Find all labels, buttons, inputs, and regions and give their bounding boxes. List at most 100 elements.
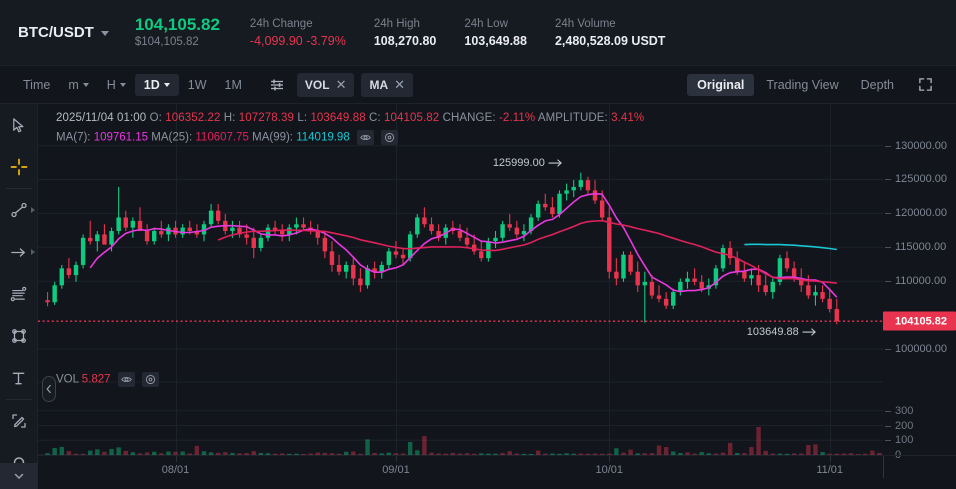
price-axis-tick: [885, 145, 891, 147]
candlestick-canvas[interactable]: [38, 104, 883, 489]
indicator-chip-group: VOL ✕ MA ✕: [290, 72, 414, 97]
volume-legend: VOL 5.827: [56, 372, 159, 387]
ohlc-legend: 2025/11/04 01:00 O: 106352.22 H: 107278.…: [56, 112, 644, 124]
time-label: Time: [23, 77, 51, 92]
view-tab-depth[interactable]: Depth: [860, 77, 894, 92]
view-tab-group: Original Trading View Depth: [687, 73, 904, 96]
time-axis-tick: [609, 456, 610, 462]
price-axis-label: 100000.00: [895, 343, 947, 356]
period-high-value: 125999.00: [492, 156, 545, 169]
legend-change-label: CHANGE:: [442, 112, 496, 124]
legend-amplitude-label: AMPLITUDE:: [537, 112, 608, 124]
price-axis-tick: [885, 349, 891, 351]
drawing-tools-rail: [0, 104, 38, 489]
fullscreen-icon[interactable]: [912, 73, 938, 97]
eye-icon[interactable]: [356, 130, 374, 145]
interval-label: H: [106, 77, 116, 92]
market-stat: 24h Change -4,099.90 -3.79%: [250, 15, 346, 50]
trendline-tool[interactable]: [0, 189, 38, 231]
crosshair-tool[interactable]: [0, 146, 38, 188]
market-stat-value: 103,649.88: [464, 34, 527, 48]
chart-plot-area[interactable]: [38, 104, 883, 489]
indicator-chip-vol[interactable]: VOL ✕: [296, 72, 355, 97]
symbol-selector[interactable]: BTC/USDT: [18, 24, 109, 41]
interval-m[interactable]: m: [59, 74, 97, 96]
interval-label: 1D: [143, 77, 160, 92]
settings-icon[interactable]: [381, 130, 399, 145]
volume-axis-tick: [885, 410, 891, 412]
chevron-down-icon: [100, 31, 109, 36]
market-stat: 24h High 108,270.80: [374, 15, 437, 50]
interval-H[interactable]: H: [98, 74, 135, 96]
chart-container[interactable]: 2025/11/04 01:00 O: 106352.22 H: 107278.…: [38, 104, 956, 489]
volume-axis-label: 200: [895, 419, 914, 432]
shape-tool[interactable]: [0, 315, 38, 357]
legend-close-label: C:: [369, 112, 381, 124]
interval-1D[interactable]: 1D: [134, 73, 179, 96]
view-tab-original[interactable]: Original: [687, 73, 755, 96]
ma99-value: 114019.98: [296, 131, 350, 144]
text-tool[interactable]: [0, 357, 38, 399]
volume-axis-label: 100: [895, 434, 914, 447]
magnet-tool[interactable]: [0, 442, 38, 484]
market-stat-label: 24h High: [373, 18, 420, 30]
legend-open-value: 106352.22: [165, 112, 221, 124]
chart-toolbar: Time m H 1D 1W 1M VOL ✕ MA ✕ Original Trading Vi…: [0, 66, 956, 104]
ma-legend: MA(7): 109761.15 MA(25): 110607.75 MA(99…: [56, 130, 399, 145]
legend-high-label: H:: [223, 112, 236, 124]
rail-divider: [5, 188, 32, 189]
volume-settings-icon[interactable]: [141, 372, 159, 387]
interval-label: 1W: [187, 77, 207, 92]
price-axis-label: 110000.00: [895, 275, 947, 288]
volume-axis-tick: [885, 440, 891, 442]
last-price: 104,105.82: [134, 15, 220, 34]
sliders-icon[interactable]: [264, 73, 290, 97]
view-tab-trading-view[interactable]: Trading View: [766, 77, 839, 92]
fibonacci-tool[interactable]: [0, 273, 38, 315]
period-low-annotation: 103649.88: [747, 326, 817, 338]
price-axis[interactable]: 130000.00 125000.00 120000.00 115000.00 1100…: [883, 104, 956, 489]
market-stat: 24h Volume 2,480,528.09 USDT: [555, 15, 666, 50]
time-axis-label: 10/01: [595, 464, 624, 476]
indicator-chip-ma[interactable]: MA ✕: [361, 72, 414, 97]
volume-label: VOL: [56, 373, 79, 386]
close-icon[interactable]: ✕: [335, 76, 347, 92]
legend-change-value: -2.11%: [498, 112, 536, 124]
time-axis[interactable]: 08/01 09/01 10/01 11/01: [38, 455, 956, 489]
legend-low-label: L:: [297, 112, 308, 124]
legend-low-value: 103649.88: [310, 112, 366, 124]
cursor-tool[interactable]: [0, 104, 38, 146]
indicator-chip-label: VOL: [304, 77, 330, 92]
last-price-block: 104,105.82 $104,105.82: [135, 15, 220, 50]
panel-collapse-handle[interactable]: [42, 376, 56, 402]
chevron-down-icon: [163, 82, 170, 87]
ma7-label: MA(7):: [56, 131, 91, 144]
arrow-right-icon: [802, 328, 816, 336]
market-stats: 24h Change -4,099.90 -3.79% 24h High 108,27…: [250, 15, 694, 50]
volume-axis-label: 300: [895, 404, 914, 417]
arrow-tool[interactable]: [0, 231, 38, 273]
ma25-value: 110607.75: [195, 131, 249, 144]
market-header: BTC/USDT 104,105.82 $104,105.82 24h Chan…: [0, 0, 956, 66]
interval-1W[interactable]: 1W: [179, 74, 216, 96]
last-price-usd: $104,105.82: [134, 36, 199, 48]
interval-1M[interactable]: 1M: [216, 74, 251, 96]
market-stat-label: 24h Low: [464, 18, 508, 30]
period-low-value: 103649.88: [746, 326, 799, 339]
volume-eye-icon[interactable]: [117, 372, 135, 387]
current-price-badge[interactable]: 104105.82: [883, 311, 956, 331]
rail-collapse-button[interactable]: [0, 463, 38, 489]
interval-label: m: [68, 77, 79, 92]
market-stat-value: 2,480,528.09 USDT: [554, 34, 666, 48]
market-stat-value: 108,270.80: [373, 34, 437, 48]
chevron-down-icon: [82, 82, 89, 87]
time-axis-tick: [176, 456, 177, 462]
price-axis-tick: [885, 281, 891, 283]
arrow-right-icon: [548, 159, 562, 167]
brush-tool[interactable]: [0, 400, 38, 442]
close-icon[interactable]: ✕: [394, 76, 406, 92]
legend-open-label: O:: [149, 112, 162, 124]
price-axis-tick: [885, 179, 891, 181]
legend-high-value: 107278.39: [238, 112, 295, 124]
